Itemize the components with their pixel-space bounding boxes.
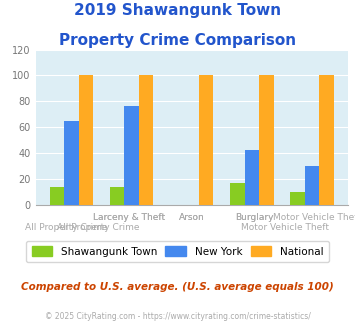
Text: All Property Crime: All Property Crime [26, 223, 108, 232]
Text: Burglary: Burglary [235, 213, 273, 222]
Bar [319, 75, 334, 205]
Bar [124, 106, 139, 205]
Bar [110, 186, 124, 205]
Bar [230, 182, 245, 205]
Bar [290, 192, 305, 205]
Bar [305, 166, 319, 205]
Bar [259, 75, 274, 205]
Bar [199, 75, 213, 205]
Text: All Property Crime: All Property Crime [57, 223, 139, 232]
Text: Burglary: Burglary [235, 213, 273, 222]
Bar [78, 75, 93, 205]
Bar [245, 150, 259, 205]
Bar [64, 120, 78, 205]
Text: Arson: Arson [179, 213, 204, 222]
Text: Motor Vehicle Theft: Motor Vehicle Theft [241, 223, 329, 232]
Bar [50, 186, 64, 205]
Text: Property Crime Comparison: Property Crime Comparison [59, 33, 296, 48]
Text: 2019 Shawangunk Town: 2019 Shawangunk Town [74, 3, 281, 18]
Legend: Shawangunk Town, New York, National: Shawangunk Town, New York, National [26, 241, 329, 262]
Text: Arson: Arson [179, 213, 204, 222]
Bar [139, 75, 153, 205]
Text: Larceny & Theft: Larceny & Theft [93, 213, 165, 222]
Text: Larceny & Theft: Larceny & Theft [93, 213, 165, 222]
Text: © 2025 CityRating.com - https://www.cityrating.com/crime-statistics/: © 2025 CityRating.com - https://www.city… [45, 312, 310, 321]
Text: Compared to U.S. average. (U.S. average equals 100): Compared to U.S. average. (U.S. average … [21, 282, 334, 292]
Text: Motor Vehicle Theft: Motor Vehicle Theft [273, 213, 355, 222]
